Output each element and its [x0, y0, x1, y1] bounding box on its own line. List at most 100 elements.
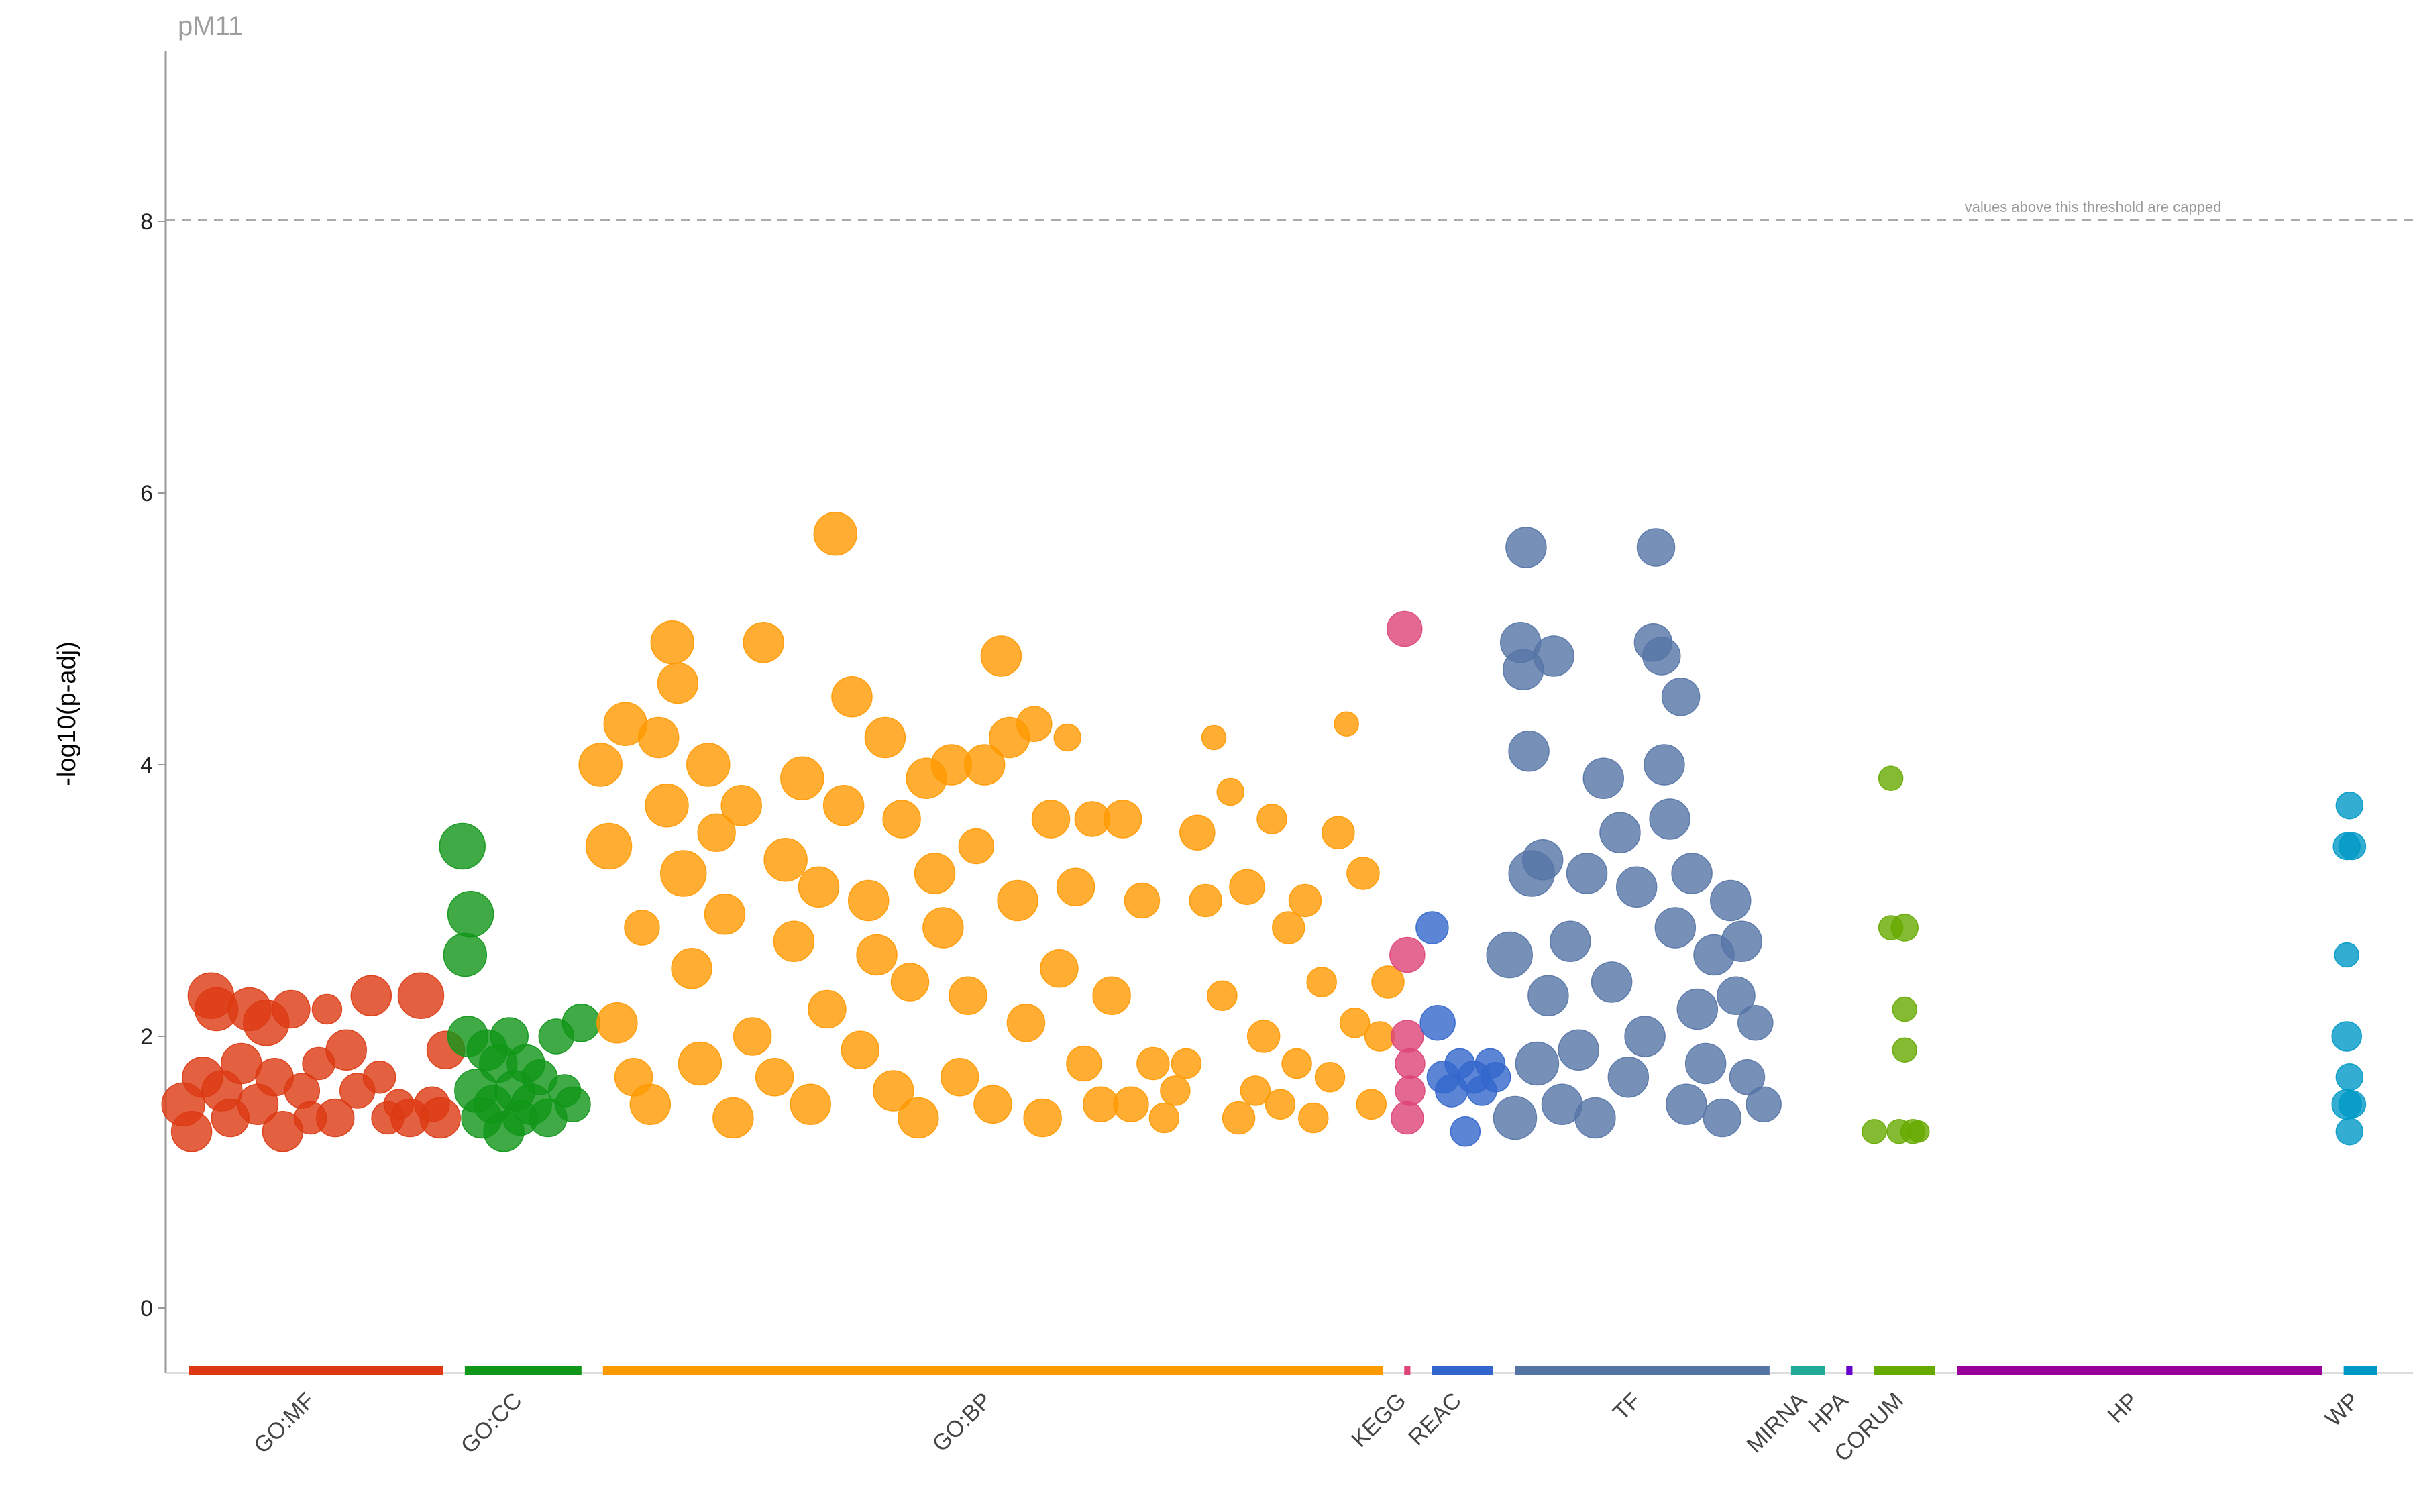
point-go-bp-12: [671, 948, 712, 989]
point-go-bp-50: [997, 879, 1038, 922]
point-go-bp-24: [780, 756, 824, 800]
point-go-cc-0: [439, 822, 486, 870]
point-tf-4: [1505, 527, 1547, 568]
point-go-cc-1: [443, 932, 488, 977]
point-kegg-3: [1395, 1048, 1426, 1079]
point-kegg-5: [1395, 1075, 1426, 1106]
point-go-bp-66: [1148, 1102, 1180, 1134]
point-go-bp-71: [1201, 724, 1227, 751]
point-go-bp-32: [847, 879, 890, 922]
point-go-bp-10: [657, 662, 699, 704]
point-kegg-1: [1389, 936, 1426, 973]
source-label-kegg: KEGG: [1346, 1388, 1411, 1452]
point-tf-18: [1599, 812, 1641, 853]
point-tf-17: [1591, 961, 1633, 1003]
point-tf-24: [1642, 637, 1681, 676]
point-go-bp-80: [1271, 911, 1305, 944]
point-tf-39: [1737, 1005, 1774, 1041]
point-kegg-2: [1391, 1020, 1424, 1053]
point-go-bp-83: [1298, 1102, 1329, 1134]
point-go-bp-91: [1364, 1021, 1395, 1052]
point-go-mf-26: [397, 972, 445, 1019]
point-wp-3: [2334, 942, 2359, 968]
point-go-bp-41: [922, 907, 964, 949]
point-go-bp-60: [1082, 1086, 1119, 1122]
point-reac-5: [1450, 1116, 1481, 1147]
point-go-bp-65: [1136, 1046, 1170, 1081]
point-go-bp-46: [963, 744, 1006, 786]
point-tf-31: [1676, 988, 1719, 1030]
point-tf-19: [1607, 1057, 1650, 1098]
point-tf-35: [1709, 879, 1752, 922]
source-bar-go-cc: [464, 1366, 582, 1375]
point-go-mf-18: [316, 1098, 355, 1138]
point-go-bp-29: [822, 785, 865, 826]
y-tick-label-2: 4: [140, 753, 153, 778]
point-go-bp-31: [841, 1030, 880, 1069]
point-go-bp-61: [1092, 976, 1131, 1015]
point-go-bp-87: [1334, 711, 1359, 737]
source-bar-go-mf: [189, 1366, 443, 1375]
point-go-bp-55: [1040, 949, 1079, 988]
y-axis-label: -log10(p-adj): [53, 641, 81, 786]
point-go-bp-78: [1256, 804, 1287, 834]
point-tf-21: [1624, 1016, 1666, 1057]
point-go-bp-72: [1207, 980, 1238, 1011]
point-go-bp-45: [958, 828, 995, 865]
point-go-bp-25: [790, 1083, 831, 1125]
point-tf-5: [1508, 731, 1550, 772]
point-wp-4: [2331, 1021, 2362, 1052]
source-bars: [189, 1366, 2377, 1375]
point-go-bp-27: [808, 989, 847, 1029]
point-go-bp-92: [1371, 965, 1405, 999]
point-go-bp-35: [873, 1070, 914, 1112]
point-go-bp-13: [678, 1041, 722, 1086]
point-tf-12: [1550, 920, 1591, 962]
point-tf-10: [1533, 635, 1574, 677]
point-go-bp-20: [743, 622, 784, 663]
point-go-mf-17: [311, 993, 343, 1025]
source-label-go-mf: GO:MF: [249, 1388, 320, 1459]
point-go-bp-1: [585, 822, 633, 870]
point-tf-40: [1746, 1086, 1782, 1122]
point-go-bp-75: [1229, 869, 1265, 905]
point-go-bp-7: [637, 716, 680, 759]
point-go-bp-38: [898, 1097, 939, 1139]
source-bar-hpa: [1846, 1366, 1853, 1375]
point-go-bp-11: [659, 850, 707, 897]
point-corum-5: [1892, 1037, 1917, 1063]
point-go-bp-26: [798, 866, 840, 908]
point-go-mf-22: [362, 1061, 396, 1094]
point-go-bp-0: [578, 743, 623, 787]
point-go-cc-20: [561, 1004, 601, 1042]
point-go-mf-1: [170, 1111, 213, 1152]
point-go-bp-54: [1031, 800, 1071, 839]
point-tf-26: [1649, 798, 1690, 840]
source-bar-tf: [1515, 1366, 1770, 1375]
point-tf-14: [1566, 853, 1608, 894]
point-go-bp-17: [712, 1097, 754, 1139]
point-tf-34: [1703, 1098, 1742, 1138]
point-go-bp-43: [940, 1058, 979, 1097]
point-tf-37: [1721, 920, 1762, 962]
point-go-bp-19: [733, 1017, 772, 1056]
point-tf-20: [1615, 866, 1658, 908]
point-tf-15: [1574, 1097, 1616, 1139]
point-go-bp-40: [914, 853, 956, 894]
point-go-bp-73: [1216, 777, 1244, 806]
point-go-bp-90: [1356, 1089, 1387, 1120]
point-go-bp-57: [1056, 867, 1095, 906]
data-points: [161, 512, 2367, 1152]
source-label-go-bp: GO:BP: [928, 1388, 997, 1457]
point-tf-0: [1486, 931, 1533, 979]
point-go-bp-23: [773, 920, 815, 962]
point-go-bp-52: [1016, 706, 1053, 742]
point-go-mf-21: [350, 975, 392, 1016]
point-go-bp-22: [763, 838, 808, 882]
point-wp-7: [2338, 1090, 2367, 1118]
point-corum-4: [1892, 996, 1917, 1022]
source-bar-go-bp: [602, 1366, 1383, 1375]
source-label-wp: WP: [2320, 1388, 2365, 1432]
point-go-bp-44: [949, 976, 987, 1015]
point-tf-29: [1666, 1083, 1707, 1125]
